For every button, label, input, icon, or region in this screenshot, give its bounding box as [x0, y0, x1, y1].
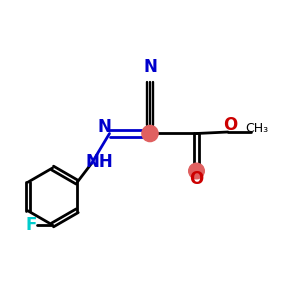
Text: CH₃: CH₃ — [245, 122, 269, 136]
Text: N: N — [143, 58, 157, 76]
Text: O: O — [189, 170, 204, 188]
Circle shape — [189, 163, 204, 179]
Text: F: F — [26, 216, 37, 234]
Text: N: N — [97, 118, 111, 136]
Text: O: O — [223, 116, 238, 134]
Circle shape — [142, 125, 158, 142]
Text: NH: NH — [85, 153, 113, 171]
